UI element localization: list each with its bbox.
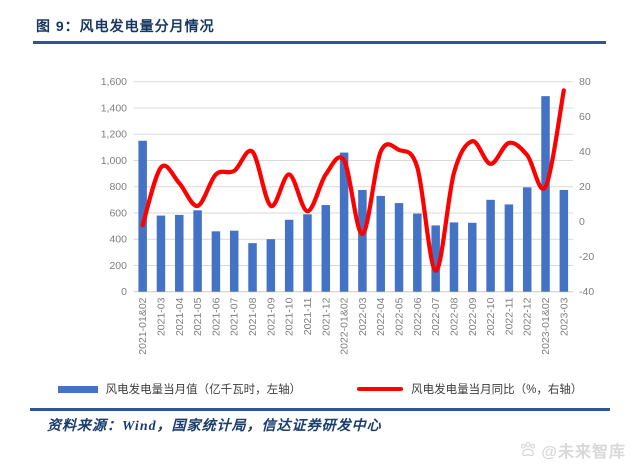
x-axis-label: 2022-04 <box>375 297 387 336</box>
generation-bar <box>468 222 477 292</box>
left-axis-tick: 600 <box>109 207 127 219</box>
x-axis-label: 2022-08 <box>448 297 460 336</box>
line-series-swatch <box>357 386 404 392</box>
x-axis-label: 2022-07 <box>430 297 442 336</box>
watermark: @未来智库 <box>518 438 626 462</box>
generation-bar <box>321 205 331 292</box>
x-axis-label: 2021-01&02 <box>137 297 149 354</box>
generation-bar <box>413 213 422 292</box>
watermark-text: @未来智库 <box>541 444 626 461</box>
x-axis-label: 2021-12 <box>320 297 332 336</box>
generation-bar <box>266 239 276 292</box>
x-axis-label: 2021-04 <box>174 297 186 336</box>
generation-bar <box>193 210 202 292</box>
x-axis-label: 2021-09 <box>265 297 277 336</box>
bar-series-swatch <box>57 385 98 393</box>
left-axis-tick: 200 <box>109 260 127 272</box>
x-axis-label: 2021-08 <box>247 297 259 336</box>
generation-bar <box>339 152 349 292</box>
x-axis-label: 2023-01&02 <box>540 297 552 354</box>
x-axis-label: 2022-11 <box>503 297 515 335</box>
title-rule <box>33 41 606 44</box>
legend-label: 风电发电量当月值（亿千瓦时，左轴） <box>105 384 302 396</box>
generation-bar <box>229 230 239 292</box>
legend-item-line: 风电发电量当月同比（%，右轴） <box>357 381 582 397</box>
generation-bar <box>541 96 550 292</box>
x-axis-label: 2021-11 <box>302 297 314 335</box>
legend-item-bars: 风电发电量当月值（亿千瓦时，左轴） <box>57 381 302 397</box>
generation-bar <box>156 215 166 292</box>
left-axis-tick: 400 <box>109 234 127 246</box>
left-axis-tick: 1,000 <box>101 155 127 167</box>
generation-bar <box>358 189 367 292</box>
left-axis-tick: 0 <box>121 286 127 298</box>
generation-bar <box>394 203 404 292</box>
right-axis-tick: 40 <box>579 146 591 158</box>
x-axis-label: 2022-09 <box>467 297 479 336</box>
generation-bar <box>175 214 184 292</box>
x-axis-label: 2021-07 <box>229 297 241 336</box>
right-axis-tick: 0 <box>579 216 585 228</box>
right-axis-tick: -20 <box>579 251 594 263</box>
paw-icon <box>521 441 536 457</box>
x-axis-label: 2022-05 <box>394 297 406 336</box>
right-axis-tick: 20 <box>579 181 591 193</box>
x-axis-label: 2021-05 <box>192 297 204 336</box>
generation-bar <box>303 214 312 292</box>
x-axis-label: 2022-06 <box>412 297 424 336</box>
source-note: 资料来源：Wind，国家统计局，信达证券研发中心 <box>47 419 382 434</box>
right-axis-tick: 80 <box>579 76 591 88</box>
generation-bar <box>449 222 459 292</box>
left-axis-tick: 1,200 <box>101 129 127 141</box>
generation-bar <box>486 199 495 292</box>
left-axis-tick: 800 <box>109 181 127 193</box>
yoy-line <box>140 88 566 273</box>
x-axis-label: 2021-06 <box>210 297 222 336</box>
page-title: 图 9：风电发电量分月情况 <box>36 18 215 34</box>
left-axis-tick: 1,400 <box>101 102 127 114</box>
x-axis-label: 2022-03 <box>357 297 369 336</box>
x-axis-label: 2021-03 <box>155 297 167 336</box>
x-axis-label: 2022-12 <box>522 297 534 336</box>
legend-label: 风电发电量当月同比（%，右轴） <box>411 384 583 396</box>
generation-bar <box>284 219 294 292</box>
generation-bar <box>559 189 569 292</box>
right-axis-tick: -40 <box>579 286 594 298</box>
generation-bar <box>138 140 147 292</box>
generation-bar <box>376 195 385 292</box>
x-axis-label: 2023-03 <box>558 297 570 336</box>
bottom-rule <box>30 408 610 411</box>
x-axis-label: 2022-01&02 <box>339 297 351 354</box>
generation-bar <box>522 187 532 292</box>
left-axis-tick: 1,600 <box>101 76 127 88</box>
x-axis-label: 2021-10 <box>284 297 296 336</box>
generation-bar <box>431 225 440 292</box>
x-axis-label: 2022-10 <box>485 297 497 336</box>
generation-bar <box>248 243 257 292</box>
legend: 风电发电量当月值（亿千瓦时，左轴） 风电发电量当月同比（%，右轴） <box>0 381 640 397</box>
generation-bar <box>211 231 221 292</box>
right-axis-tick: 60 <box>579 111 591 123</box>
generation-bar <box>504 204 514 292</box>
